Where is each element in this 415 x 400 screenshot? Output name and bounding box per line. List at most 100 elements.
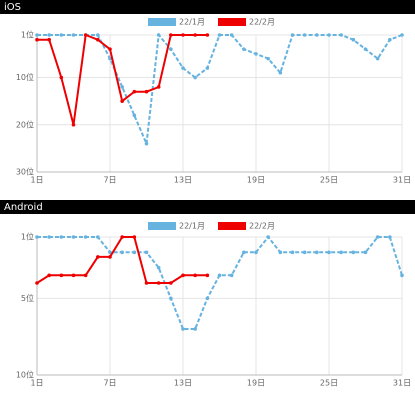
point — [302, 33, 307, 37]
point — [144, 141, 149, 146]
point — [302, 250, 307, 255]
legend-label: 22/2月 — [249, 18, 275, 27]
point — [35, 281, 39, 285]
point — [278, 70, 283, 75]
point — [120, 85, 124, 89]
y-tick-label: 10位 — [16, 72, 34, 82]
point — [96, 255, 100, 259]
point — [363, 250, 368, 255]
point — [193, 327, 197, 331]
y-tick-label: 30位 — [16, 167, 34, 177]
series-line — [37, 32, 403, 148]
point — [205, 33, 210, 37]
series-line — [37, 33, 208, 126]
point — [132, 250, 137, 255]
point — [339, 250, 343, 255]
point — [47, 37, 51, 42]
point — [169, 47, 173, 51]
x-tick-label: 7日 — [103, 379, 116, 388]
point — [217, 273, 222, 278]
point — [242, 250, 246, 255]
legend-swatch — [148, 18, 176, 26]
legend-label: 22/1月 — [179, 222, 205, 231]
point — [71, 33, 76, 37]
point — [108, 250, 112, 255]
point — [315, 250, 319, 255]
x-tick-label: 31日 — [393, 176, 411, 185]
title-bar — [0, 200, 415, 214]
point — [169, 296, 173, 301]
point — [108, 255, 112, 259]
point — [96, 33, 100, 37]
point — [193, 75, 197, 80]
title-bar — [0, 0, 415, 14]
point — [71, 235, 76, 239]
point — [193, 33, 197, 37]
legend-label: 22/1月 — [179, 18, 205, 27]
point — [266, 56, 270, 61]
x-tick-label: 13日 — [174, 379, 192, 388]
section-title: iOS — [4, 2, 21, 13]
point — [83, 273, 88, 278]
point — [169, 33, 173, 37]
point — [47, 273, 51, 278]
x-tick-label: 1日 — [30, 379, 43, 388]
legend-swatch — [148, 222, 176, 230]
legend-swatch — [218, 18, 246, 26]
point — [339, 33, 343, 37]
series-line — [37, 235, 403, 330]
section-title: Android — [4, 202, 43, 213]
x-tick-label: 19日 — [247, 176, 265, 185]
point — [229, 33, 234, 37]
point — [108, 56, 112, 61]
point — [108, 47, 112, 51]
point — [169, 281, 173, 285]
x-tick-label: 25日 — [320, 176, 338, 185]
point — [59, 235, 64, 239]
point — [181, 327, 185, 331]
x-tick-label: 19日 — [247, 379, 265, 388]
point — [375, 235, 380, 239]
point — [229, 273, 234, 278]
point — [181, 66, 185, 70]
point — [156, 265, 161, 270]
point — [120, 99, 124, 103]
point — [217, 33, 222, 37]
point — [35, 37, 39, 42]
y-tick-label: 1位 — [21, 30, 34, 40]
point — [47, 235, 51, 239]
y-tick-label: 20位 — [16, 119, 34, 129]
point — [327, 250, 331, 255]
point — [35, 235, 39, 239]
point — [47, 33, 51, 37]
point — [242, 47, 246, 51]
point — [254, 250, 258, 255]
legend-label: 22/2月 — [249, 222, 275, 231]
point — [132, 113, 137, 118]
point — [315, 33, 319, 37]
point — [156, 33, 161, 37]
point — [327, 33, 331, 37]
point — [144, 281, 149, 285]
point — [375, 56, 380, 61]
point — [205, 273, 210, 278]
point — [266, 235, 270, 239]
x-tick-label: 7日 — [103, 176, 116, 185]
point — [156, 85, 161, 89]
point — [59, 75, 64, 80]
y-tick-label: 10位 — [16, 370, 34, 380]
point — [205, 66, 210, 70]
point — [120, 235, 124, 239]
point — [83, 33, 88, 37]
point — [351, 250, 356, 255]
point — [144, 250, 149, 255]
x-tick-label: 25日 — [320, 379, 338, 388]
point — [120, 250, 124, 255]
point — [96, 37, 100, 42]
point — [71, 273, 76, 278]
point — [132, 89, 137, 94]
point — [96, 235, 100, 239]
point — [388, 37, 392, 42]
